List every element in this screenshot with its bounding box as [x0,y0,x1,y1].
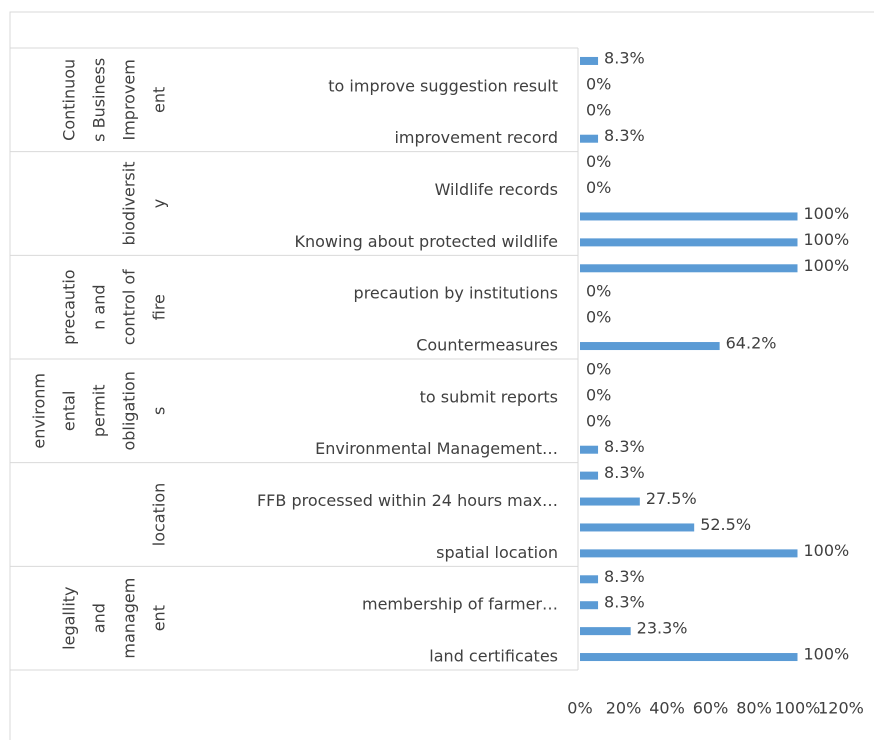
category-label: Countermeasures [416,336,558,355]
group-label: precautio [60,269,79,344]
bar [580,653,798,662]
group-label: Continuou [60,59,79,141]
value-label: 0% [586,411,611,430]
value-label: 8.3% [604,48,645,67]
group-label: managem [120,578,139,659]
group-label: environm [30,373,49,449]
value-label: 0% [586,152,611,171]
category-label: improvement record [394,128,558,147]
value-label: 8.3% [604,593,645,612]
bar [580,549,798,558]
bar [580,523,695,532]
group-label: fire [150,294,169,320]
chart-frame [9,11,874,740]
value-label: 0% [586,385,611,404]
x-tick-label: 0% [567,699,592,718]
category-label: Knowing about protected wildlife [294,232,558,251]
category-label: to improve suggestion result [328,76,558,95]
value-label: 0% [586,308,611,327]
category-label: spatial location [436,543,558,562]
group-label: control of [120,269,139,345]
bar [580,134,599,143]
bar [580,497,640,506]
value-label: 8.3% [604,567,645,586]
category-label: FFB processed within 24 hours max… [257,491,558,510]
value-label: 23.3% [637,619,688,638]
x-tick-label: 60% [693,699,729,718]
group-label: location [150,483,169,546]
category-label: Environmental Management… [315,439,558,458]
group-label: legallity [60,587,79,650]
value-label: 0% [586,178,611,197]
group-label: s [150,407,169,415]
bar [580,212,798,221]
value-label: 100% [804,204,850,223]
x-tick-label: 20% [606,699,642,718]
bar [580,56,599,65]
value-label: 0% [586,282,611,301]
value-label: 100% [804,230,850,249]
bar [580,238,798,247]
value-label: 0% [586,100,611,119]
value-label: 8.3% [604,437,645,456]
bar [580,445,599,454]
group-label: obligation [120,371,139,450]
group-label: n and [90,285,109,330]
bar [580,471,599,480]
group-label: biodiversit [120,162,139,246]
group-label: y [150,199,169,208]
group-label: Improvem [120,59,139,140]
value-label: 100% [804,256,850,275]
bar [580,342,720,351]
x-tick-label: 120% [818,699,864,718]
value-label: 52.5% [700,515,751,534]
value-label: 100% [804,541,850,560]
category-label: to submit reports [420,387,558,406]
bar [580,575,599,584]
bar [580,601,599,610]
bar [580,627,631,636]
group-label: ental [60,391,79,432]
x-tick-label: 100% [775,699,821,718]
value-label: 100% [804,645,850,664]
x-tick-label: 40% [649,699,685,718]
category-label: precaution by institutions [354,284,558,303]
value-label: 8.3% [604,463,645,482]
category-label: Wildlife records [435,180,558,199]
value-label: 27.5% [646,489,697,508]
group-label: ent [150,87,169,113]
group-label: and [90,603,109,633]
value-label: 0% [586,359,611,378]
value-label: 0% [586,74,611,93]
value-label: 8.3% [604,126,645,145]
x-tick-label: 80% [736,699,772,718]
group-label: ent [150,605,169,631]
value-label: 64.2% [726,334,777,353]
category-label: membership of farmer… [362,595,558,614]
group-label: s Business [90,58,109,142]
group-label: permit [90,385,109,438]
category-label: land certificates [429,647,558,666]
bar [580,264,798,273]
